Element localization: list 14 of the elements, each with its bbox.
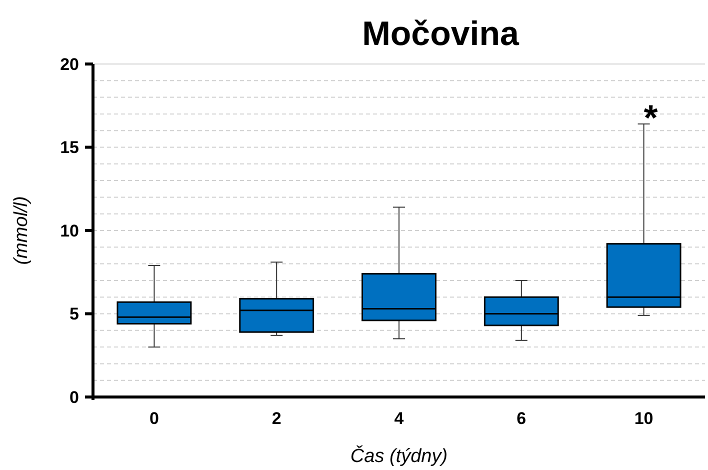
x-tick-label: 0: [149, 409, 159, 428]
annotation: *: [644, 96, 658, 138]
y-axis-title: (mmol/l): [11, 196, 32, 265]
y-tick-label: 0: [70, 388, 79, 407]
y-tick-label: 10: [60, 221, 79, 240]
x-tick-label: 2: [272, 409, 282, 428]
x-tick-label: 10: [634, 409, 654, 428]
x-tick-label: 4: [394, 409, 404, 428]
y-tick-label: 5: [70, 304, 79, 324]
x-tick-label: 6: [516, 409, 526, 428]
y-tick-label: 20: [60, 54, 79, 74]
chart-title: Močovina: [362, 15, 520, 53]
x-axis-title: Čas (týdny): [350, 445, 448, 467]
y-tick-label: 15: [60, 138, 79, 158]
